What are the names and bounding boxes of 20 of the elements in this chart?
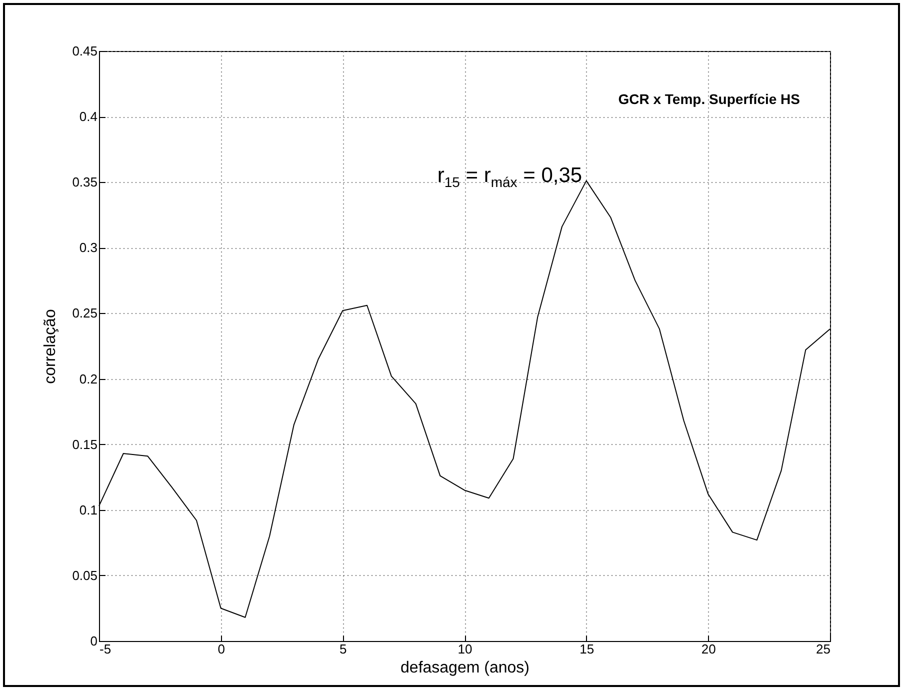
x-tick-label: 5 (340, 642, 347, 656)
y-tick-label: 0.35 (72, 174, 98, 190)
y-tick-label: 0.4 (79, 109, 98, 124)
x-tick-label: 25 (816, 642, 830, 656)
y-tick-label: 0.1 (79, 502, 98, 518)
y-tick-label: 0.2 (79, 371, 98, 386)
y-tick-label: 0.45 (72, 44, 98, 58)
x-axis-title: defasagem (anos) (400, 660, 530, 676)
y-tick-label: 0.15 (72, 436, 98, 452)
x-tick-label: -5 (100, 642, 112, 656)
y-axis-title: correlação (42, 309, 60, 384)
x-tick-label: 20 (701, 642, 716, 656)
x-tick-label: 10 (458, 642, 472, 656)
x-tick-label: 15 (580, 642, 594, 656)
y-tick-label: 0.3 (79, 240, 98, 256)
y-tick-label: 0.25 (72, 306, 98, 321)
annotation: r$_{15}$ = r$_{máx}$ = 0,35 (437, 164, 582, 190)
y-tick-label: 0.05 (72, 568, 98, 583)
x-tick-label: 0 (218, 642, 225, 656)
text: GCR x Temp. Superfície HS (618, 91, 800, 107)
